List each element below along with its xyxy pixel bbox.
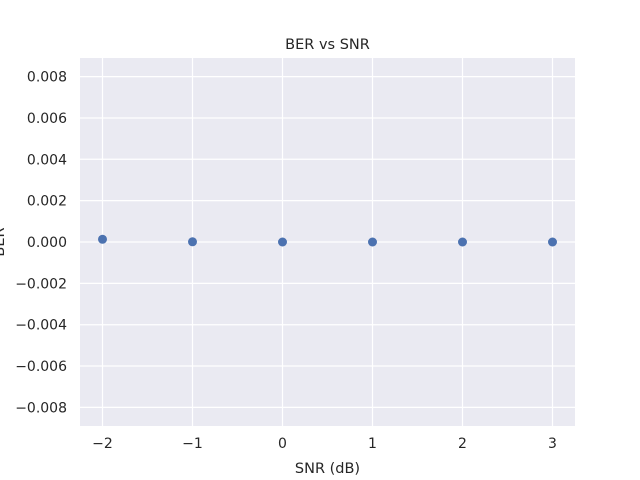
x-tick-labels: −2 −1 0 1 2 3 bbox=[92, 436, 557, 452]
x-tick-label: −2 bbox=[92, 436, 113, 452]
y-tick-label: 0.000 bbox=[27, 235, 67, 251]
data-point bbox=[98, 234, 107, 244]
data-point bbox=[368, 237, 377, 247]
y-tick-label: −0.006 bbox=[15, 359, 67, 375]
y-gridlines bbox=[80, 75, 575, 409]
data-point bbox=[188, 237, 197, 247]
data-points bbox=[98, 234, 557, 247]
y-tick-label: 0.006 bbox=[27, 111, 67, 127]
y-tick-label: 0.004 bbox=[27, 152, 67, 168]
data-point bbox=[458, 237, 467, 247]
y-tick-label: −0.008 bbox=[15, 400, 67, 416]
y-tick-label: −0.004 bbox=[15, 318, 67, 334]
data-point bbox=[278, 237, 287, 247]
x-tick-label: 0 bbox=[278, 436, 287, 452]
x-tick-label: 2 bbox=[458, 436, 467, 452]
x-tick-label: 3 bbox=[548, 436, 557, 452]
x-axis-label: SNR (dB) bbox=[295, 461, 360, 477]
y-tick-label: 0.002 bbox=[27, 194, 67, 210]
y-tick-label: 0.008 bbox=[27, 70, 67, 86]
y-tick-labels: −0.008 −0.006 −0.004 −0.002 0.000 0.002 0.004 0… bbox=[15, 70, 67, 417]
y-axis-label: BER bbox=[0, 227, 8, 256]
data-point bbox=[548, 237, 557, 247]
chart-title: BER vs SNR bbox=[285, 37, 370, 53]
x-tick-label: −1 bbox=[182, 436, 203, 452]
y-tick-label: −0.002 bbox=[15, 276, 67, 292]
x-tick-label: 1 bbox=[368, 436, 377, 452]
